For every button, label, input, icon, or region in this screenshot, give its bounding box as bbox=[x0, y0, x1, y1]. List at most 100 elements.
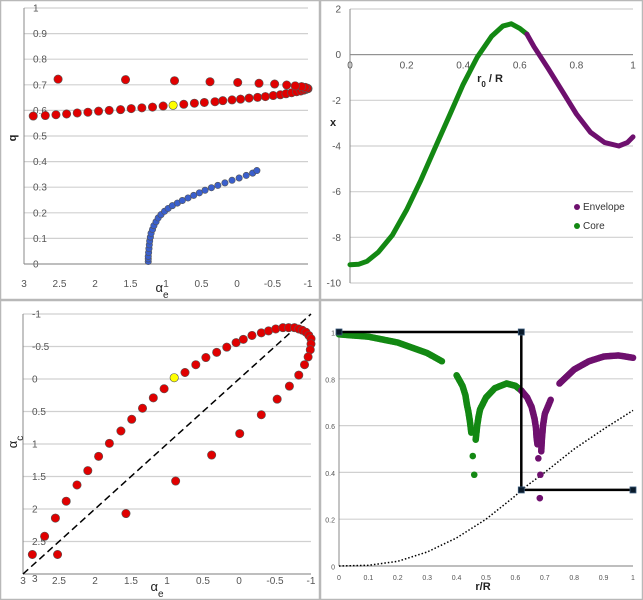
data-point bbox=[218, 96, 228, 106]
y-tick-label: -1 bbox=[32, 310, 41, 321]
y-tick-label: 0 bbox=[33, 260, 39, 271]
data-point bbox=[179, 99, 189, 109]
x-tick-label: 0.7 bbox=[540, 575, 550, 582]
legend-marker bbox=[574, 223, 580, 229]
chart-1: 0 0.1 0.2 0.3 0.4 0.5 0.6 0.7 0.8 0.9 1 3 2.5 2 1.5 1 0.… bbox=[21, 4, 313, 291]
data-point bbox=[468, 429, 475, 436]
data-point bbox=[535, 455, 542, 462]
step-marker bbox=[629, 486, 637, 494]
x-tick-label: -1 bbox=[307, 576, 316, 587]
data-point bbox=[40, 531, 50, 541]
data-point bbox=[207, 450, 217, 460]
data-point bbox=[270, 79, 280, 89]
x-tick-label: 0.4 bbox=[456, 61, 470, 72]
data-point bbox=[83, 466, 93, 476]
data-point bbox=[303, 352, 313, 362]
data-point bbox=[253, 92, 263, 102]
legend-marker bbox=[574, 204, 580, 210]
x-tick-label: 1 bbox=[631, 575, 635, 582]
x-axis-label-r0-R: r0 / R bbox=[477, 73, 503, 89]
y-tick-label: 2.5 bbox=[32, 537, 46, 548]
data-point bbox=[104, 438, 114, 448]
x-tick-label: 3 bbox=[21, 279, 27, 290]
data-point bbox=[244, 93, 254, 103]
x-tick-label: 0.5 bbox=[195, 279, 209, 290]
y-tick-label: 0.2 bbox=[325, 518, 335, 525]
y-tick-label: -0.5 bbox=[32, 342, 50, 353]
data-point bbox=[210, 97, 220, 107]
x-tick-label: 0 bbox=[337, 575, 341, 582]
label-subscript: c bbox=[15, 436, 26, 441]
x-tick-label: -0.5 bbox=[266, 576, 284, 587]
y-tick-label: 2 bbox=[335, 5, 341, 16]
data-point bbox=[294, 370, 304, 380]
series-1 bbox=[28, 74, 313, 121]
label-main: α bbox=[150, 579, 158, 594]
data-point bbox=[72, 480, 82, 490]
x-axis-label-r-R: r/R bbox=[475, 581, 490, 593]
data-point bbox=[228, 176, 236, 184]
y-tick-label: 0.2 bbox=[33, 208, 47, 219]
y-tick-label: 1 bbox=[33, 4, 39, 15]
y-tick-label: 0.6 bbox=[325, 424, 335, 431]
y-tick-label: 0.4 bbox=[33, 157, 47, 168]
x-tick-label: 3 bbox=[20, 576, 26, 587]
y-tick-label: -2 bbox=[332, 96, 341, 107]
data-point bbox=[254, 78, 264, 88]
series-envelope bbox=[517, 352, 637, 502]
data-point bbox=[260, 92, 270, 102]
x-tick-label: 0.6 bbox=[513, 61, 527, 72]
y-tick-label: 0 bbox=[331, 565, 335, 572]
data-point bbox=[212, 347, 222, 357]
data-point bbox=[171, 476, 181, 486]
data-point bbox=[104, 105, 114, 115]
data-point bbox=[180, 367, 190, 377]
series-3 bbox=[144, 167, 261, 265]
data-point bbox=[235, 174, 243, 182]
data-point bbox=[221, 179, 229, 187]
panel-frame-4 bbox=[319, 299, 643, 600]
y-axis-label-alpha-c: αc bbox=[5, 436, 26, 449]
series-line bbox=[347, 21, 530, 268]
data-point bbox=[290, 81, 300, 91]
series-envelope bbox=[524, 31, 636, 149]
legend-label: Envelope bbox=[583, 202, 625, 213]
y-tick-label: 2 bbox=[32, 505, 38, 516]
x-tick-label: 0.6 bbox=[511, 575, 521, 582]
data-point bbox=[629, 354, 637, 362]
series-1 bbox=[27, 323, 316, 559]
data-point bbox=[470, 471, 478, 479]
reference-line bbox=[22, 313, 312, 575]
x-tick-label: 0 bbox=[234, 279, 240, 290]
data-point bbox=[27, 549, 37, 559]
step-marker bbox=[335, 328, 343, 336]
x-tick-label: 0.2 bbox=[393, 575, 403, 582]
label-main: r bbox=[477, 73, 482, 85]
label-main: α bbox=[155, 280, 163, 295]
x-tick-label: 1 bbox=[164, 576, 170, 587]
data-point bbox=[72, 108, 82, 118]
data-point bbox=[233, 77, 243, 87]
y-tick-label: 0.1 bbox=[33, 234, 47, 245]
x-tick-label: 0.5 bbox=[481, 575, 491, 582]
data-point bbox=[53, 74, 63, 84]
data-point bbox=[50, 513, 60, 523]
data-point bbox=[438, 357, 446, 365]
label-subscript: e bbox=[163, 290, 169, 301]
series-2 bbox=[169, 373, 179, 383]
y-tick-label: -8 bbox=[332, 233, 341, 244]
x-tick-label: 1.5 bbox=[124, 576, 138, 587]
x-tick-label: 0.5 bbox=[196, 576, 210, 587]
data-point bbox=[137, 103, 147, 113]
label-rest: / R bbox=[486, 73, 503, 85]
legend-label: Core bbox=[583, 221, 605, 232]
series-core bbox=[347, 21, 530, 268]
x-tick-label: 0 bbox=[236, 576, 242, 587]
x-axis-label-alpha-e: αe bbox=[155, 280, 169, 301]
data-point bbox=[195, 189, 203, 197]
data-point bbox=[94, 451, 104, 461]
x-tick-label: 0.8 bbox=[569, 61, 583, 72]
data-point bbox=[238, 334, 248, 344]
